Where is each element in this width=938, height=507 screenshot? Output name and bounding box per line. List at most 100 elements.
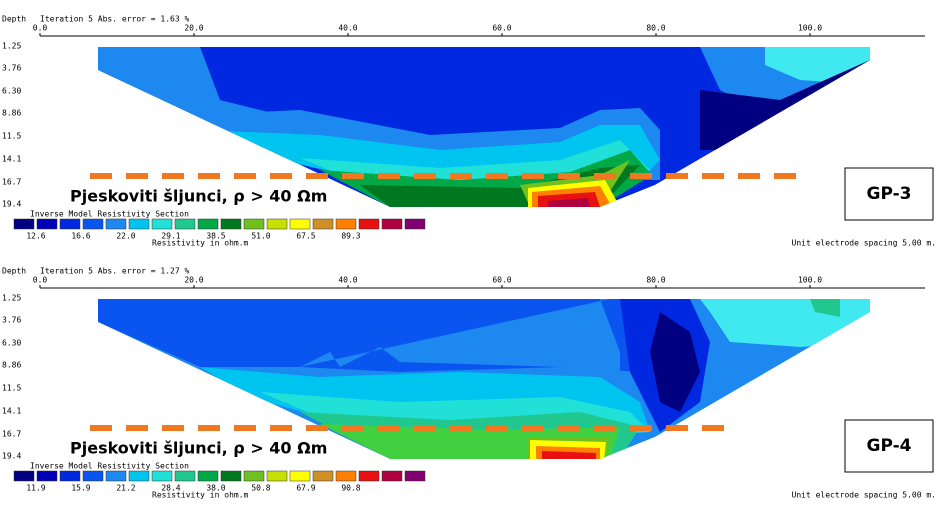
legend-value: 38.0 [206,484,225,493]
x-label: 60.0 [492,24,511,33]
x-label: 0.0 [33,276,48,285]
legend-value: 50.8 [251,484,270,493]
x-label: 20.0 [184,24,203,33]
legend-swatch [358,218,380,230]
depth-value: 1.25 [2,294,21,303]
x-label: 100.0 [798,276,822,285]
x-label: 40.0 [338,24,357,33]
depth-value: 8.86 [2,109,21,118]
legend-unit: Resistivity in ohm.m [152,239,249,248]
legend-swatch [36,470,58,482]
contour [300,299,620,372]
contour [650,312,700,412]
profile-label: GP-3 [867,184,912,204]
legend-swatch [197,470,219,482]
panel: Depth Iteration 5 Abs. error = 1.63 %0.0 2… [2,15,936,248]
legend-swatch [59,218,81,230]
annotation: Pjeskoviti šljunci, ρ > 40 Ωm [70,439,327,458]
legend-swatch [312,218,334,230]
depth-value: 3.76 [2,64,21,73]
legend-swatch [335,470,357,482]
x-label: 40.0 [338,276,357,285]
legend-swatch [174,218,196,230]
contour [548,198,590,207]
depth-label: Depth [2,267,26,276]
depth-value: 1.25 [2,42,21,51]
legend-value: 16.6 [71,232,90,241]
legend-value: 89.3 [341,232,360,241]
legend-swatch [266,470,288,482]
legend-swatch [36,218,58,230]
x-label: 20.0 [184,276,203,285]
legend-swatch [335,218,357,230]
legend-swatch [128,470,150,482]
depth-label: Depth [2,15,26,24]
depth-value: 16.7 [2,178,21,187]
contour [810,299,840,317]
x-label: 60.0 [492,276,511,285]
depth-value: 14.1 [2,155,21,164]
legend-swatch [59,470,81,482]
legend-swatch [358,470,380,482]
legend-swatch [105,470,127,482]
legend-swatch [381,218,403,230]
legend-swatch [105,218,127,230]
panel: Depth Iteration 5 Abs. error = 1.27 %0.0 2… [2,267,936,500]
legend-swatch [404,218,426,230]
legend-unit: Resistivity in ohm.m [152,491,249,500]
legend-swatch [289,218,311,230]
legend-value: 90.8 [341,484,360,493]
contour [98,47,870,207]
legend-value: 15.9 [71,484,90,493]
contour [542,451,596,459]
depth-value: 8.86 [2,361,21,370]
legend-swatch [174,470,196,482]
legend-title: Inverse Model Resistivity Section [30,210,189,219]
resistivity-section [98,47,870,207]
iteration-title: Iteration 5 Abs. error = 1.63 % [40,15,189,24]
legend-swatch [243,218,265,230]
depth-value: 14.1 [2,407,21,416]
legend-swatch [128,218,150,230]
x-label: 100.0 [798,24,822,33]
legend-swatch [243,470,265,482]
legend-value: 67.9 [296,484,315,493]
depth-value: 16.7 [2,430,21,439]
legend-swatch [197,218,219,230]
legend-swatch [404,470,426,482]
legend-swatch [266,218,288,230]
legend-value: 38.5 [206,232,225,241]
electrode-spacing: Unit electrode spacing 5.00 m. [792,239,937,248]
legend-value: 67.5 [296,232,315,241]
legend-swatch [151,218,173,230]
legend-value: 22.0 [116,232,135,241]
legend-swatch [381,470,403,482]
depth-value: 6.30 [2,87,21,96]
electrode-spacing: Unit electrode spacing 5.00 m. [792,491,937,500]
profile-label-box [844,167,934,221]
iteration-title: Iteration 5 Abs. error = 1.27 % [40,267,189,276]
legend-swatch [82,470,104,482]
legend-value: 11.9 [26,484,45,493]
legend-value: 21.2 [116,484,135,493]
annotation: Pjeskoviti šljunci, ρ > 40 Ωm [70,187,327,206]
profile-label-box [844,419,934,473]
contour [700,60,870,150]
legend-swatch [289,470,311,482]
depth-value: 6.30 [2,339,21,348]
resistivity-section [98,299,870,459]
legend-swatch [82,218,104,230]
legend-value: 28.4 [161,484,180,493]
depth-value: 3.76 [2,316,21,325]
x-label: 80.0 [646,24,665,33]
legend-value: 29.1 [161,232,180,241]
legend-swatch [312,470,334,482]
legend-value: 12.6 [26,232,45,241]
legend-swatch [13,218,35,230]
depth-value: 11.5 [2,384,21,393]
legend-swatch [151,470,173,482]
legend-value: 51.0 [251,232,270,241]
x-label: 0.0 [33,24,48,33]
depth-value: 19.4 [2,200,21,209]
